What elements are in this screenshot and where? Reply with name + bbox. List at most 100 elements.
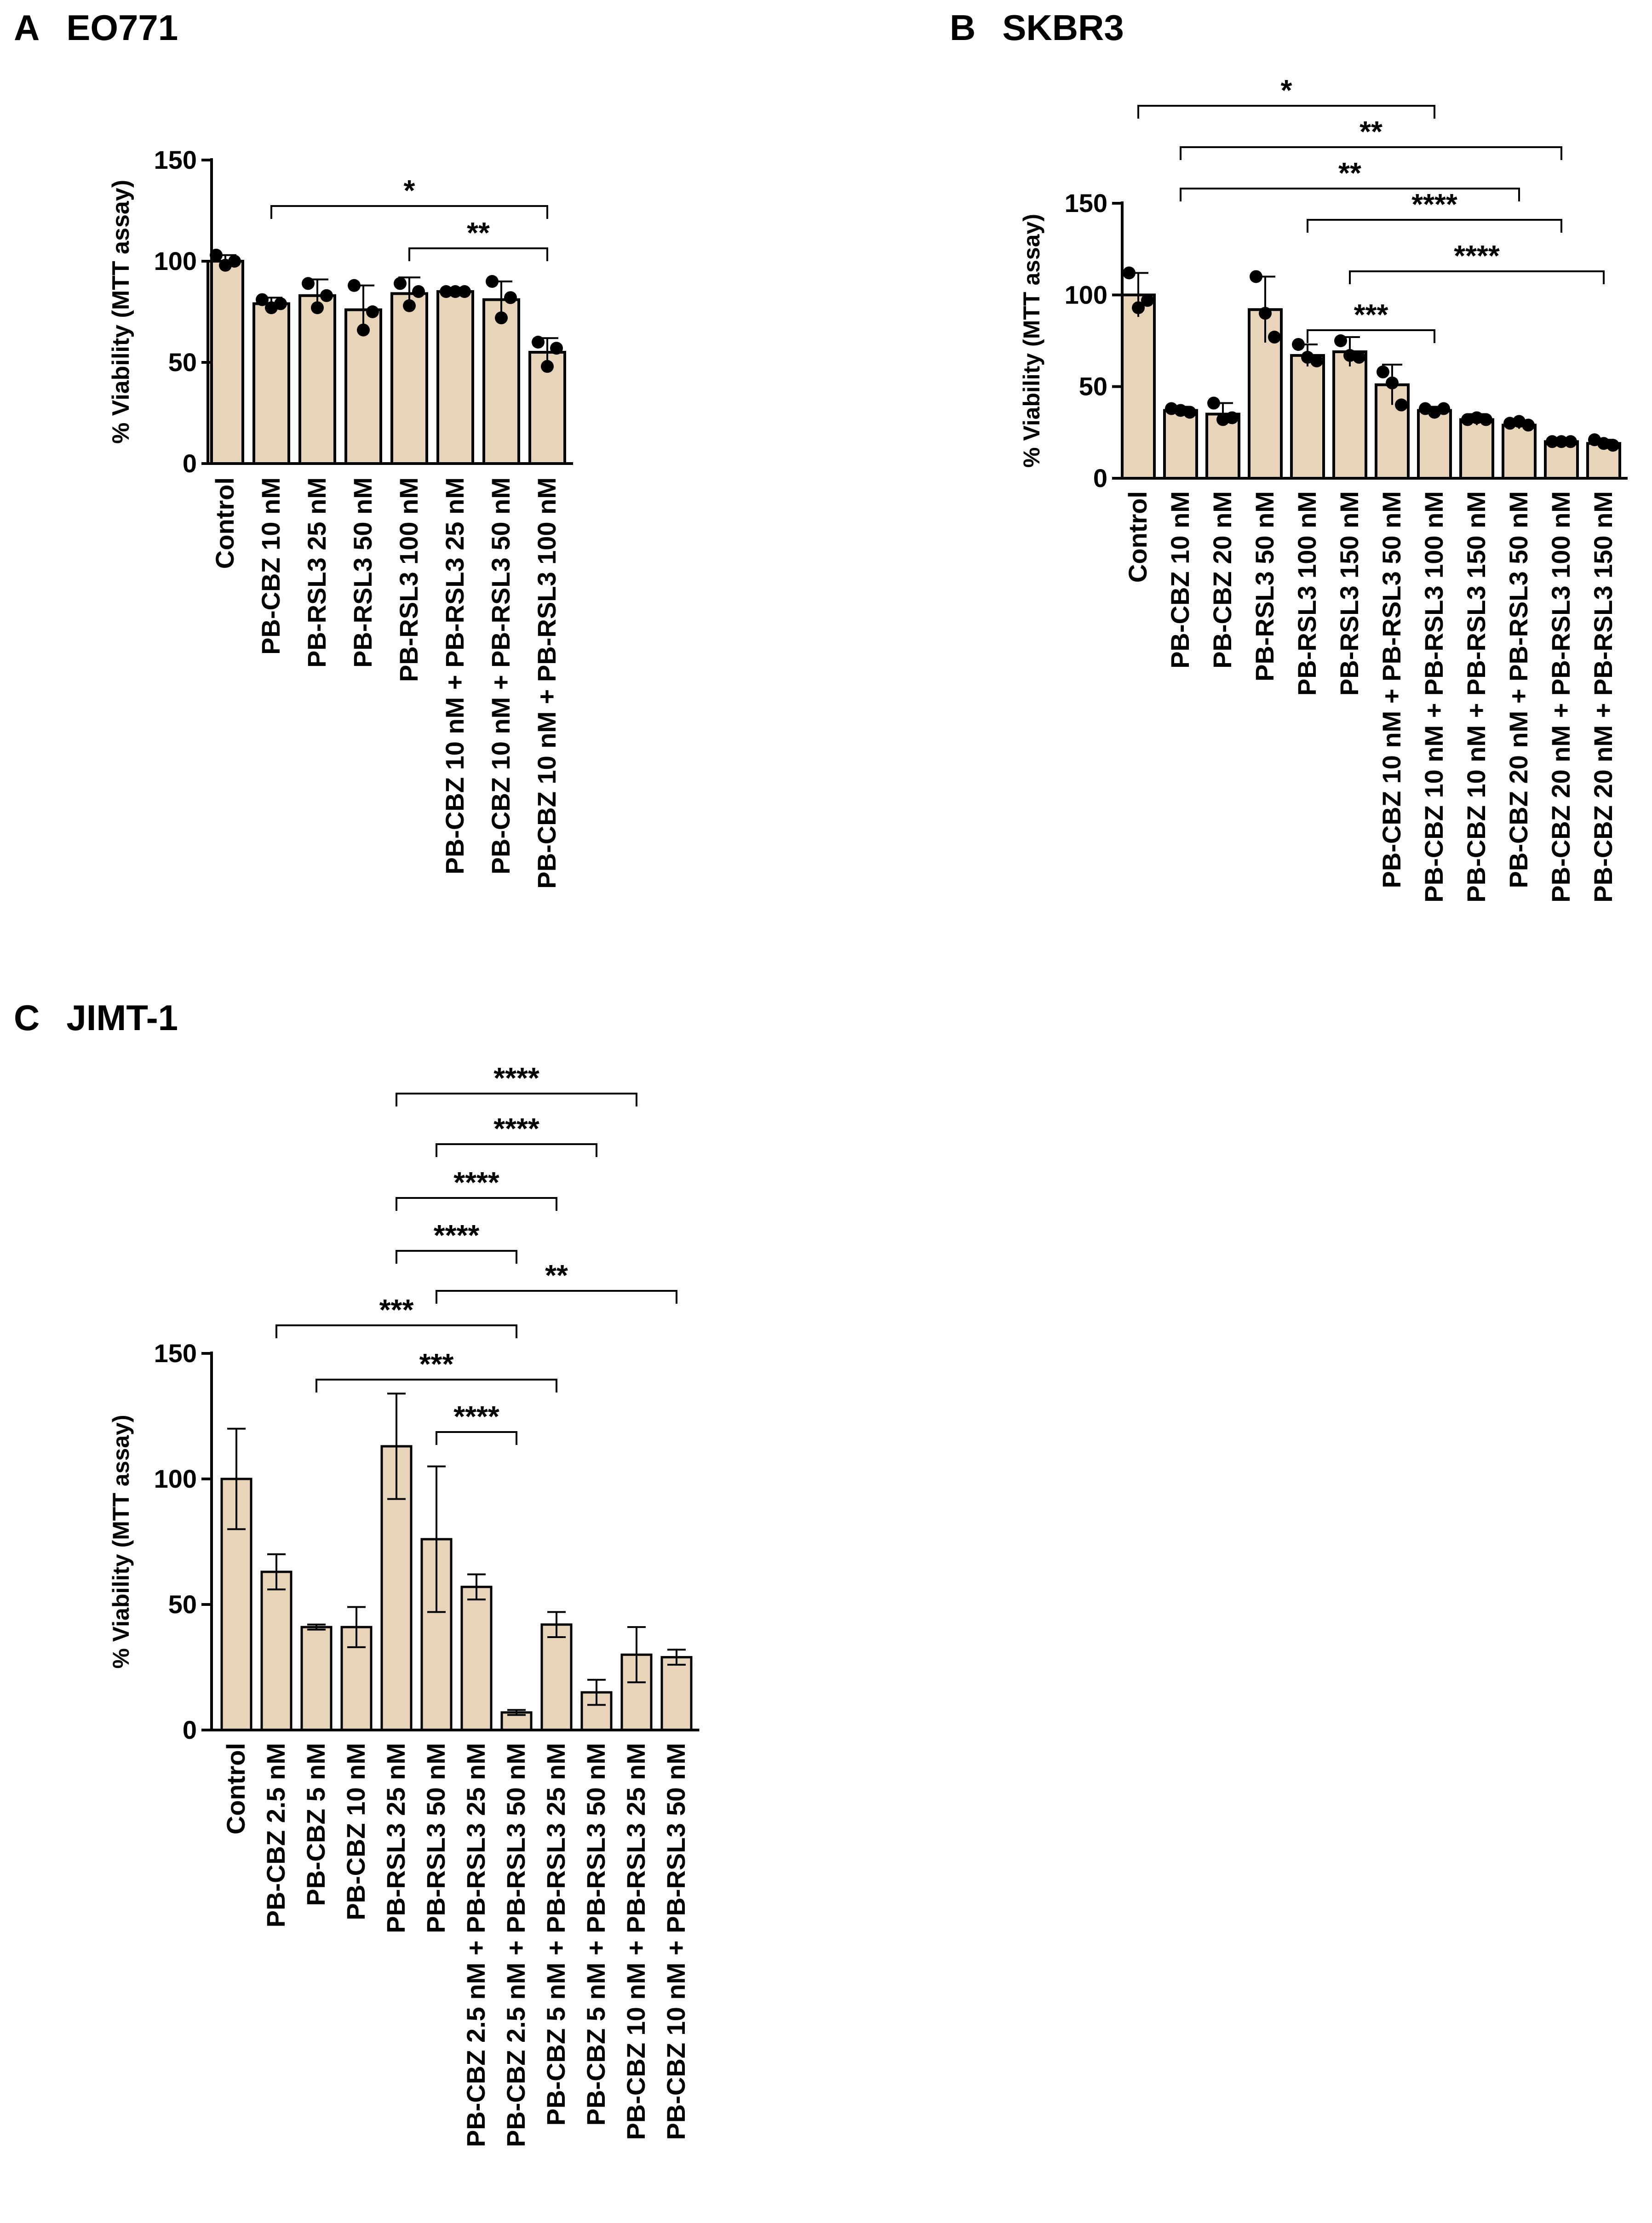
y-tick-label: 50 <box>1079 372 1107 401</box>
significance-bracket <box>315 1379 557 1392</box>
panel-c-title: C JIMT-1 <box>14 997 178 1039</box>
data-point <box>403 299 416 312</box>
data-point <box>1183 406 1196 419</box>
significance-bracket <box>408 247 548 261</box>
x-tick-label: PB-CBZ 2.5 nM <box>261 1743 290 1927</box>
bar <box>540 1623 573 1731</box>
x-tick-label: PB-CBZ 20 nM + PB-RSL3 50 nM <box>1504 491 1533 888</box>
significance-label: *** <box>419 1347 454 1381</box>
panel-b-title: B SKBR3 <box>950 7 1124 49</box>
y-tick-label: 150 <box>154 1339 197 1368</box>
data-point <box>1259 307 1272 320</box>
bar <box>206 260 244 465</box>
data-point <box>357 323 370 337</box>
significance-label: *** <box>1354 298 1388 331</box>
data-point <box>1395 398 1408 412</box>
y-tick-label: 150 <box>154 145 197 174</box>
data-point <box>412 285 425 298</box>
data-point <box>1522 418 1535 432</box>
panel-letter: A <box>14 7 40 48</box>
x-tick-label: PB-CBZ 10 nM <box>341 1743 370 1920</box>
significance-bracket <box>1180 188 1520 201</box>
significance-label: **** <box>453 1400 499 1433</box>
y-tick-label: 100 <box>154 246 197 275</box>
data-point <box>256 293 269 306</box>
x-tick-label: PB-CBZ 10 nM + PB-RSL3 100 nM <box>1419 491 1448 903</box>
data-point <box>302 277 315 290</box>
data-point <box>1268 331 1281 344</box>
data-point <box>440 285 453 298</box>
x-tick-label: PB-RSL3 50 nM <box>421 1743 450 1933</box>
x-tick-label: Control <box>210 477 239 569</box>
data-point <box>1437 402 1450 415</box>
x-tick-label: PB-RSL3 25 nM <box>381 1743 410 1933</box>
data-point <box>1250 270 1262 283</box>
significance-label: **** <box>1454 239 1500 272</box>
data-point <box>311 301 324 315</box>
significance-bracket <box>270 205 548 219</box>
chart-eo771: 0 50 100 150 % Viability (MTT assay) Control P… <box>108 145 573 889</box>
panel-cell-line: SKBR3 <box>1002 7 1124 48</box>
chart-skbr3: 0 50 100 150 % Viability (MTT assay) Control P… <box>1019 74 1628 903</box>
bar <box>298 294 336 465</box>
data-point <box>366 305 379 318</box>
significance-bracket <box>436 1290 677 1304</box>
y-tick-label: 0 <box>183 449 197 478</box>
x-tick-label: PB-CBZ 10 nM <box>1165 491 1194 669</box>
data-point <box>320 289 333 302</box>
panel-letter: C <box>14 997 40 1038</box>
y-tick-label: 50 <box>168 1590 197 1619</box>
bar <box>1459 418 1494 480</box>
x-tick-label: PB-CBZ 10 nM + PB-RSL3 150 nM <box>1462 491 1491 903</box>
significance-label: *** <box>379 1293 414 1326</box>
data-point <box>1353 350 1365 364</box>
data-point <box>1606 439 1619 452</box>
x-tick-label: PB-CBZ 10 nM + PB-RSL3 50 nM <box>486 477 515 874</box>
data-point <box>1564 435 1577 448</box>
x-tick-label: PB-CBZ 10 nM + PB-RSL3 25 nM <box>440 477 469 874</box>
significance-label: * <box>1281 74 1292 107</box>
x-tick-label: PB-RSL3 150 nM <box>1335 491 1364 696</box>
bar <box>460 1586 493 1731</box>
x-tick-label: PB-CBZ 10 nM + PB-RSL3 25 nM <box>621 1743 650 2140</box>
x-tick-label: PB-CBZ 10 nM + PB-RSL3 100 nM <box>532 477 561 889</box>
data-point <box>532 336 545 349</box>
significance-bracket <box>436 1143 597 1157</box>
bar <box>436 290 474 465</box>
data-point <box>274 297 287 310</box>
y-axis-label: % Viability (MTT assay) <box>108 1415 134 1668</box>
bar <box>660 1656 693 1731</box>
significance-bracket <box>396 1093 637 1106</box>
data-point <box>1141 294 1154 307</box>
panel-letter: B <box>950 7 976 48</box>
significance-label: **** <box>1411 188 1457 221</box>
y-tick-label: 100 <box>1065 280 1107 309</box>
bar <box>1121 293 1156 480</box>
data-point <box>486 275 499 288</box>
data-point <box>541 360 554 373</box>
x-tick-label: PB-CBZ 20 nM + PB-RSL3 100 nM <box>1546 491 1575 903</box>
y-tick-label: 50 <box>168 348 197 377</box>
data-point <box>449 285 462 298</box>
significance-label: **** <box>453 1166 499 1199</box>
panel-cell-line: JIMT-1 <box>66 997 178 1038</box>
significance-label: ** <box>1338 156 1361 189</box>
y-axis-label: % Viability (MTT assay) <box>1019 214 1044 468</box>
data-point <box>1123 266 1136 280</box>
data-point <box>1480 413 1492 426</box>
significance-label: ** <box>467 216 490 249</box>
bar <box>300 1626 333 1731</box>
x-tick-label: PB-CBZ 10 nM + PB-RSL3 50 nM <box>661 1743 690 2140</box>
x-tick-label: PB-CBZ 2.5 nM + PB-RSL3 25 nM <box>461 1743 490 2147</box>
data-point <box>550 342 563 355</box>
bar <box>260 1570 293 1731</box>
panel-cell-line: EO771 <box>66 7 178 48</box>
chart-jimt-1: 0 50 100 150 % Viability (MTT assay) Control P… <box>108 1061 700 2147</box>
significance-bracket <box>1307 219 1562 233</box>
x-tick-label: PB-CBZ 10 nM + PB-RSL3 50 nM <box>1377 491 1406 888</box>
y-tick-label: 0 <box>183 1715 197 1744</box>
data-point <box>1207 396 1220 410</box>
x-tick-label: PB-CBZ 2.5 nM + PB-RSL3 50 nM <box>501 1743 530 2147</box>
data-point <box>495 311 508 325</box>
bar <box>1417 409 1452 480</box>
